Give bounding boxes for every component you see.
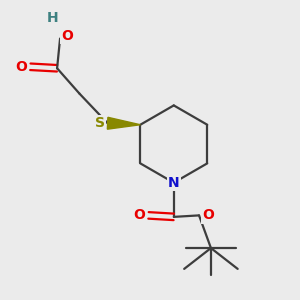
Text: O: O <box>61 28 74 43</box>
Polygon shape <box>107 117 140 129</box>
Text: S: S <box>95 116 105 130</box>
Text: H: H <box>47 11 58 25</box>
Text: O: O <box>134 208 146 222</box>
Text: O: O <box>16 60 27 74</box>
Text: O: O <box>202 208 214 222</box>
Text: N: N <box>168 176 180 190</box>
